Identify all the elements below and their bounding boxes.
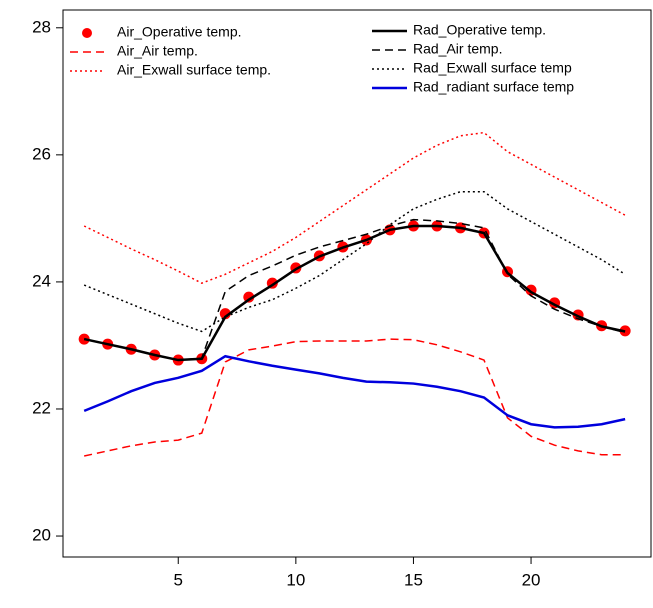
series-line — [83, 224, 626, 362]
legend-label: Air_Exwall surface temp. — [117, 62, 271, 78]
legend-label: Rad_Operative temp. — [413, 22, 546, 38]
plot-frame — [62, 9, 652, 558]
y-tick-label: 20 — [32, 526, 51, 545]
series-line — [84, 338, 626, 457]
series-line — [83, 354, 626, 429]
x-tick-label: 20 — [522, 570, 541, 589]
data-point — [243, 291, 255, 303]
legend-swatch — [82, 28, 92, 38]
series-line — [83, 190, 626, 333]
legend-label: Air_Operative temp. — [117, 24, 242, 40]
y-tick-label: 22 — [32, 398, 51, 417]
x-tick-label: 5 — [174, 570, 183, 589]
y-tick-label: 28 — [32, 17, 51, 36]
y-tick-label: 24 — [32, 271, 51, 290]
legend-label: Rad_Exwall surface temp — [413, 60, 572, 76]
legend-label: Rad_Air temp. — [413, 41, 502, 57]
legend-label: Rad_radiant surface temp — [413, 79, 574, 95]
legend-label: Air_Air temp. — [117, 43, 198, 59]
y-tick-label: 26 — [32, 144, 51, 163]
x-tick-label: 15 — [404, 570, 423, 589]
series-line — [83, 131, 626, 285]
series-line — [84, 218, 626, 361]
x-tick-label: 10 — [286, 570, 305, 589]
